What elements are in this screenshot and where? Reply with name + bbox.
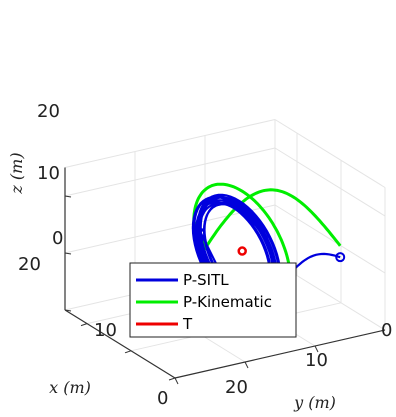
z-tick-label: 20 [37, 101, 60, 122]
y-tick-mark [174, 377, 179, 385]
z-tick-label: 10 [37, 163, 60, 184]
box-edge [274, 119, 386, 188]
target-marker-t [237, 246, 247, 256]
legend-label-p-sitl: P-SITL [183, 271, 229, 289]
z-tick-mark [64, 309, 72, 312]
y-tick-label: 20 [225, 377, 248, 398]
x-axis-line [64, 309, 176, 379]
x-tick-mark [168, 377, 176, 381]
x-tick-label: 0 [157, 388, 168, 409]
legend-label-t: T [182, 315, 193, 333]
legend: P-SITL P-Kinematic T [129, 262, 297, 338]
y-axis-label: y (m) [293, 393, 336, 412]
y-axis-line [174, 329, 386, 379]
z-tick-label: 0 [52, 228, 63, 249]
legend-label-p-kinematic: P-Kinematic [183, 293, 272, 311]
y-tick-label: 10 [305, 350, 328, 371]
x-tick-mark [80, 323, 88, 327]
y-tick-mark [244, 361, 249, 369]
axes [64, 167, 386, 385]
z-tick-mark [64, 195, 72, 198]
start-marker [335, 252, 346, 263]
z-tick-mark [64, 252, 72, 255]
x-tick-label: 20 [18, 254, 41, 275]
grid-line [274, 204, 386, 274]
x-tick-label: 10 [94, 320, 117, 341]
box-edge [64, 119, 276, 168]
y-tick-mark [314, 345, 319, 353]
x-axis-label: x (m) [49, 378, 91, 397]
tick-labels: 20 10 0 20 10 0 0 10 20 [18, 101, 392, 409]
x-tick-mark [124, 350, 132, 354]
y-tick-label: 0 [381, 320, 392, 341]
z-axis-label: z (m) [7, 152, 26, 194]
grid-line [64, 147, 276, 197]
grid-line [274, 147, 386, 217]
